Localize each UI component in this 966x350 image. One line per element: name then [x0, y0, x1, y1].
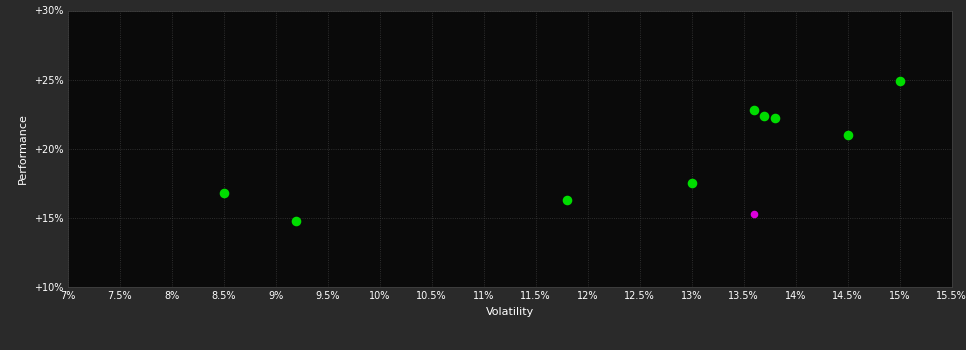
- Point: [767, 116, 782, 121]
- X-axis label: Volatility: Volatility: [486, 307, 533, 317]
- Point: [746, 211, 761, 217]
- Point: [289, 218, 304, 223]
- Point: [684, 181, 699, 186]
- Y-axis label: Performance: Performance: [18, 113, 28, 184]
- Point: [215, 190, 231, 196]
- Point: [746, 107, 761, 113]
- Point: [559, 197, 575, 203]
- Point: [839, 132, 855, 138]
- Point: [892, 78, 907, 84]
- Point: [756, 113, 772, 118]
